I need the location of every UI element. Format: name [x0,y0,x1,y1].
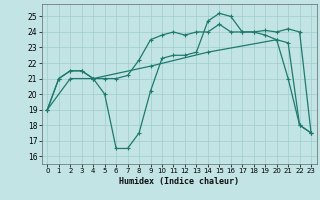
X-axis label: Humidex (Indice chaleur): Humidex (Indice chaleur) [119,177,239,186]
